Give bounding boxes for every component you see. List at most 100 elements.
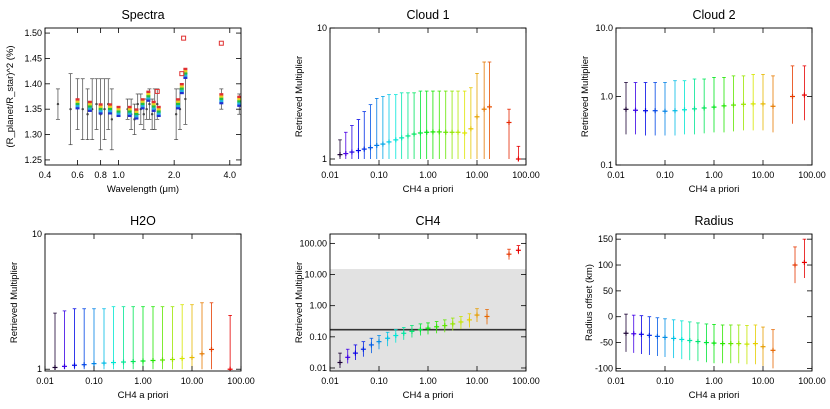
spectra-model-point [134, 108, 139, 111]
h2o-ytick-label: 10 [32, 229, 42, 239]
spectra-model-point [151, 100, 156, 104]
spectra-model-point [98, 107, 103, 111]
spectra-data-point [56, 102, 60, 106]
radius-xlabel: CH4 a priori [689, 390, 740, 401]
ch4-xlabel: CH4 a priori [403, 390, 454, 401]
ch4-xtick-label: 0.10 [370, 376, 388, 386]
cloud1-xtick-label: 0.01 [321, 170, 339, 180]
spectra-model-point [183, 76, 188, 79]
h2o-xlabel: CH4 a priori [118, 390, 169, 401]
radius-ylabel: Radius offset (km) [584, 264, 595, 341]
spectra-model-point [140, 107, 145, 110]
cloud2-plot-area [623, 65, 807, 136]
h2o-panel: 0.01 0.10 1.00 10.00 100.00 1 10 H2O CH4 a prior… [9, 214, 255, 401]
spectra-ytick-label: 1.30 [24, 130, 42, 140]
ch4-xtick-label: 100.00 [512, 376, 540, 386]
spectra-axes-frame [44, 27, 242, 166]
spectra-model-point [176, 107, 181, 110]
spectra-model-point [127, 110, 132, 113]
spectra-model-point [151, 102, 156, 106]
spectra-model-point [134, 110, 139, 113]
spectra-data-point [148, 102, 151, 106]
spectra-model-point [179, 85, 184, 88]
ch4-ytick-label: 0.10 [309, 332, 327, 342]
radius-title: Radius [695, 214, 734, 228]
cloud1-panel: 0.01 0.10 1.00 10.00 100.00 1 10 Cloud 1 CH4 a p… [294, 8, 540, 195]
spectra-model-point [156, 105, 161, 109]
cloud2-title: Cloud 2 [692, 8, 735, 22]
spectra-model-point [237, 102, 241, 105]
cloud2-xtick-label: 100.00 [798, 170, 826, 180]
spectra-model-point [134, 112, 139, 116]
radius-panel: 0.01 0.10 1.00 10.00 100.00 -100 -50 0 50 100 150 R… [584, 214, 826, 401]
h2o-xtick-label: 10.00 [181, 376, 204, 386]
cloud2-ylabel: Retrieved Multiplier [580, 56, 591, 137]
spectra-data-point [150, 113, 154, 116]
spectra-data-point [184, 97, 187, 101]
spectra-model-point [116, 114, 121, 118]
spectra-model-point [183, 72, 188, 75]
spectra-model-point [237, 104, 241, 107]
spectra-model-point [179, 91, 184, 95]
spectra-model-point [183, 67, 188, 71]
cloud2-ytick-label: 0.1 [600, 160, 613, 170]
h2o-xtick-label: 0.10 [85, 376, 103, 386]
spectra-ytick-label: 1.25 [24, 155, 42, 165]
cloud1-xtick-label: 0.10 [370, 170, 388, 180]
spectra-model-point [146, 99, 151, 102]
ch4-shaded-band [330, 269, 526, 371]
radius-xtick-label: 0.01 [607, 376, 625, 386]
cloud2-panel: 0.01 0.10 1.00 10.00 100.00 0.1 1.0 10.0 Cloud 2… [580, 8, 826, 195]
spectra-model-point [116, 105, 121, 109]
spectra-model-point [127, 114, 132, 118]
spectra-data-point [110, 118, 114, 121]
spectra-model-point [108, 109, 113, 113]
spectra-model-point [176, 98, 181, 101]
spectra-outlier-point [179, 71, 185, 77]
spectra-model-point [127, 105, 132, 109]
spectra-model-point [140, 104, 145, 108]
spectra-model-point [116, 108, 121, 111]
cloud2-xtick-label: 0.01 [607, 170, 625, 180]
spectra-model-point [140, 100, 145, 103]
spectra-model-point [237, 95, 241, 99]
spectra-model-point [87, 109, 92, 112]
ch4-ytick-label: 100.00 [299, 238, 327, 248]
spectra-model-point [108, 103, 113, 106]
spectra-model-point [116, 112, 121, 115]
radius-xtick-label: 10.00 [752, 376, 775, 386]
spectra-model-point [146, 95, 151, 98]
spectra-model-point [151, 109, 156, 112]
ch4-plot-area [330, 245, 526, 371]
spectra-model-point [108, 105, 113, 108]
spectra-model-point [219, 93, 224, 96]
spectra-model-point [87, 105, 92, 108]
spectra-model-point [108, 107, 113, 111]
radius-ytick-label: 0 [608, 312, 613, 322]
spectra-model-point [219, 99, 224, 103]
radius-ytick-label: 50 [603, 286, 613, 296]
cloud1-axes-frame [329, 27, 527, 166]
spectra-model-point [176, 104, 181, 108]
spectra-data-point [142, 113, 145, 116]
spectra-plot-area [55, 35, 241, 151]
cloud1-plot-area [337, 61, 521, 162]
spectra-data-point [81, 107, 84, 111]
spectra-model-point [156, 114, 161, 118]
h2o-title: H2O [130, 214, 156, 228]
spectra-model-point [140, 98, 145, 101]
spectra-model-point [127, 112, 132, 115]
spectra-xtick-label: 2.0 [168, 170, 181, 180]
spectra-data-point [69, 107, 72, 111]
spectra-outlier-point [218, 40, 224, 46]
spectra-ytick-label: 1.45 [24, 53, 42, 63]
ch4-ytick-label: 10.00 [304, 270, 327, 280]
cloud1-ylabel: Retrieved Multiplier [294, 56, 305, 137]
cloud1-title: Cloud 1 [406, 8, 449, 22]
spectra-ytick-label: 1.40 [24, 79, 42, 89]
spectra-model-point [98, 105, 103, 108]
radius-ytick-label: 150 [598, 234, 613, 244]
spectra-model-point [127, 108, 132, 111]
spectra-model-point [98, 112, 103, 115]
spectra-model-point [156, 108, 161, 111]
